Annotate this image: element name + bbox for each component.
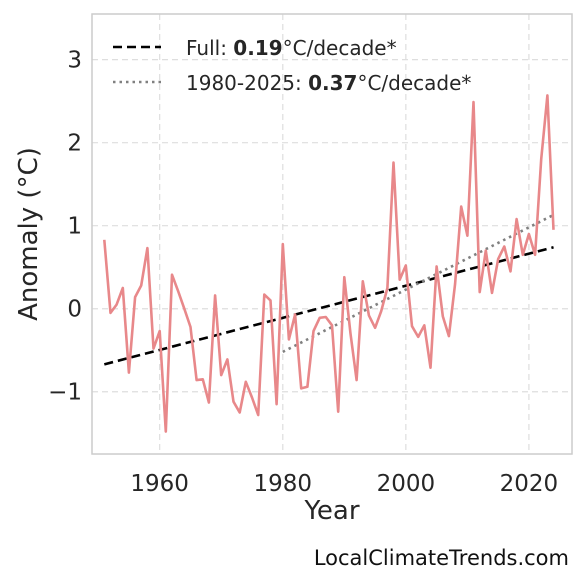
legend-label-full-trend: Full: 0.19°C/decade* — [186, 36, 397, 60]
y-tick-label: 3 — [67, 48, 82, 74]
plot-background — [92, 14, 572, 454]
anomaly-series-line — [103, 94, 555, 433]
recent-period-trend-line — [282, 213, 555, 354]
y-tick-label: 0 — [67, 297, 82, 323]
legend-label-recent-trend: 1980-2025: 0.37°C/decade* — [186, 71, 471, 95]
y-tick-label: 2 — [67, 131, 82, 157]
plot-frame — [91, 13, 573, 455]
x-axis-label: Year — [303, 496, 359, 526]
x-tick-label: 1980 — [253, 471, 312, 497]
x-tick-label: 1960 — [130, 471, 189, 497]
y-tick-label: 1 — [67, 214, 82, 240]
x-tick-labels: 1960 1980 2000 2020 — [130, 471, 558, 497]
site-credit: LocalClimateTrends.com — [313, 546, 569, 570]
legend: Full: 0.19°C/decade* 1980-2025: 0.37°C/d… — [113, 36, 471, 95]
x-tick-label: 2020 — [500, 471, 559, 497]
y-axis-label: Anomaly (°C) — [14, 147, 44, 321]
y-tick-label: −1 — [48, 380, 82, 406]
y-tick-labels: 3 2 1 0 −1 — [48, 48, 82, 406]
x-tick-label: 2000 — [377, 471, 436, 497]
